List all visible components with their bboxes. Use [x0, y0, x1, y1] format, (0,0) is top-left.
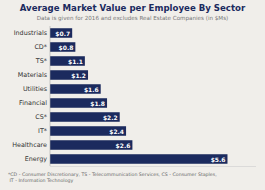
bar [50, 154, 227, 164]
data-label: $1.1 [68, 58, 83, 65]
bars [50, 28, 227, 164]
bar [50, 84, 101, 94]
bar [50, 98, 107, 108]
data-label: $1.6 [84, 86, 99, 93]
y-tick-label: IT* [38, 127, 47, 135]
bar [50, 126, 126, 136]
y-tick-label: Materials [18, 71, 48, 79]
data-label: $1.2 [71, 72, 86, 79]
y-tick-label: CD* [34, 43, 47, 51]
y-tick-labels: Industrials CD* TS* Materials Utilities Finan… [12, 29, 48, 163]
x-axis-line [50, 166, 256, 167]
footnote: *CD - Consumer Discretionary, TS - Telec… [8, 172, 217, 183]
data-label: $0.7 [55, 30, 70, 37]
data-label: $1.8 [90, 100, 105, 107]
bar [50, 70, 88, 80]
footnote-line: IT - Information Technology [8, 178, 74, 183]
bar [50, 42, 75, 52]
bar [50, 28, 72, 38]
bar [50, 56, 85, 66]
title: Average Market Value per Employee By Sec… [20, 3, 246, 13]
bar [50, 112, 120, 122]
data-label: $2.4 [109, 128, 124, 135]
data-labels: $0.7 $0.8 $1.1 $1.2 $1.6 $1.8 $2.2 $2.4 $2.6 $5.6 [55, 30, 225, 163]
data-label: $2.2 [103, 114, 118, 121]
data-label: $5.6 [211, 156, 226, 163]
data-label: $0.8 [59, 44, 74, 51]
chart: Average Market Value per Employee By Sec… [0, 0, 265, 190]
y-tick-label: Utilities [23, 85, 48, 93]
y-tick-label: Healthcare [12, 141, 47, 149]
bar [50, 140, 132, 150]
y-tick-label: Energy [25, 155, 48, 163]
y-tick-label: TS* [35, 57, 47, 65]
zero-line [50, 26, 51, 166]
data-label: $2.6 [116, 142, 131, 149]
y-tick-label: CS* [35, 113, 47, 121]
y-tick-label: Financial [19, 99, 47, 107]
y-tick-label: Industrials [14, 29, 48, 37]
footnote-line: *CD - Consumer Discretionary, TS - Telec… [8, 172, 217, 177]
background [0, 0, 265, 190]
subtitle: Data is given for 2016 and excludes Real… [37, 15, 229, 22]
